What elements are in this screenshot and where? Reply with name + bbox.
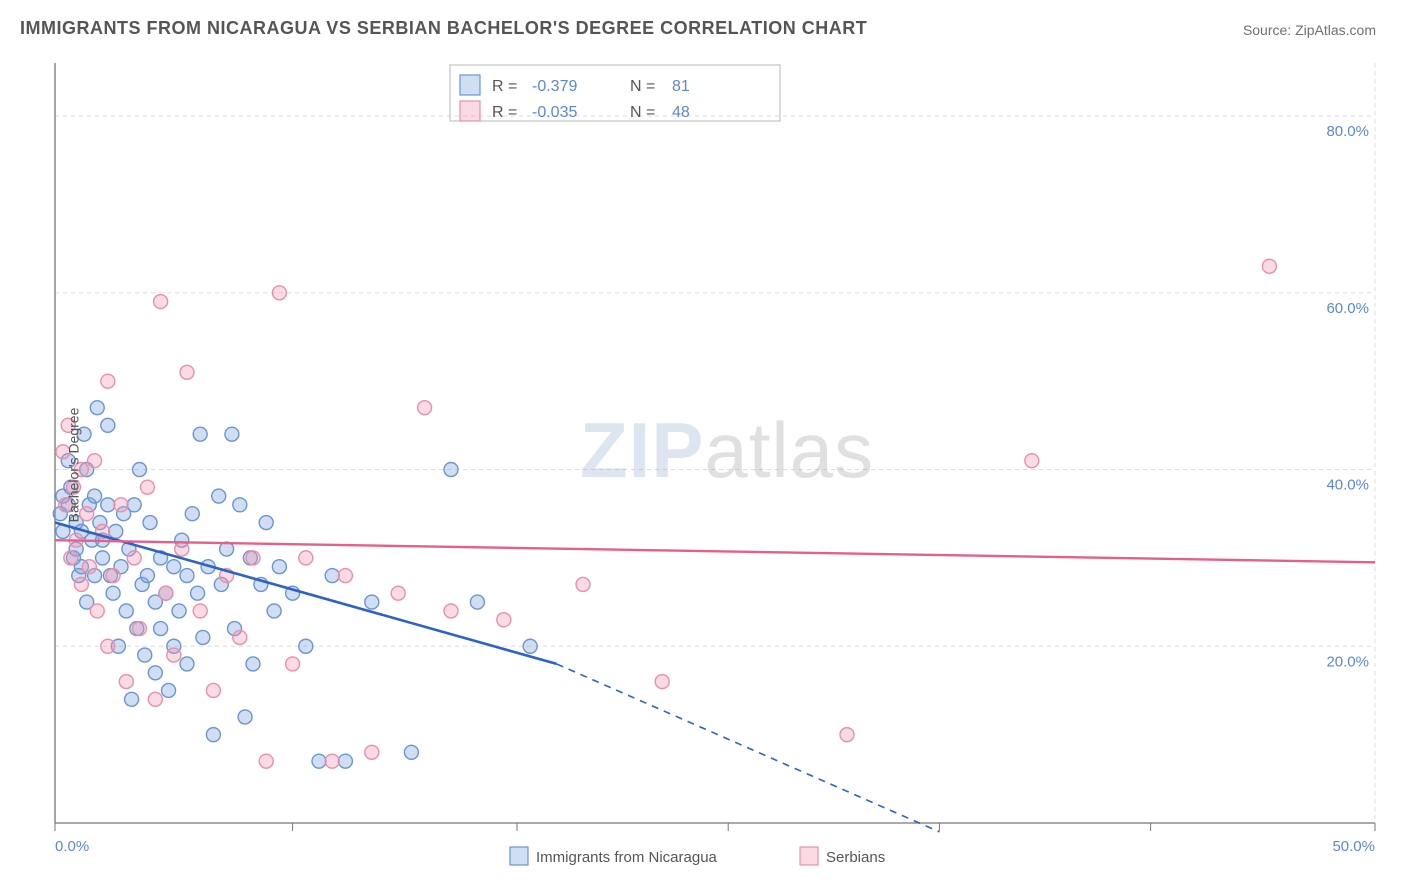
chart-title: IMMIGRANTS FROM NICARAGUA VS SERBIAN BAC… bbox=[20, 18, 867, 39]
svg-text:R =: R = bbox=[492, 104, 517, 121]
svg-text:60.0%: 60.0% bbox=[1326, 300, 1369, 317]
svg-text:0.0%: 0.0% bbox=[55, 838, 89, 855]
chart-area: Bachelor's Degree 20.0% 40.0% 60.0% 80.0% 0.… bbox=[20, 55, 1386, 875]
svg-text:N =: N = bbox=[630, 78, 655, 95]
svg-text:48: 48 bbox=[672, 104, 690, 121]
svg-text:40.0%: 40.0% bbox=[1326, 477, 1369, 494]
scatter-chart: 20.0% 40.0% 60.0% 80.0% 0.0% 50.0% R = -0.379 N … bbox=[20, 55, 1386, 875]
svg-text:20.0%: 20.0% bbox=[1326, 653, 1369, 670]
svg-text:50.0%: 50.0% bbox=[1332, 838, 1375, 855]
svg-text:Immigrants from Nicaragua: Immigrants from Nicaragua bbox=[536, 849, 718, 866]
svg-text:80.0%: 80.0% bbox=[1326, 123, 1369, 140]
chart-container: IMMIGRANTS FROM NICARAGUA VS SERBIAN BAC… bbox=[0, 0, 1406, 892]
y-axis-label: Bachelor's Degree bbox=[65, 408, 81, 523]
svg-text:81: 81 bbox=[672, 78, 690, 95]
source-link[interactable]: ZipAtlas.com bbox=[1295, 22, 1376, 38]
svg-text:N =: N = bbox=[630, 104, 655, 121]
source-label: Source: ZipAtlas.com bbox=[1243, 22, 1376, 38]
svg-text:R =: R = bbox=[492, 78, 517, 95]
svg-text:Serbians: Serbians bbox=[826, 849, 885, 866]
svg-text:-0.379: -0.379 bbox=[532, 78, 577, 95]
svg-text:-0.035: -0.035 bbox=[532, 104, 577, 121]
